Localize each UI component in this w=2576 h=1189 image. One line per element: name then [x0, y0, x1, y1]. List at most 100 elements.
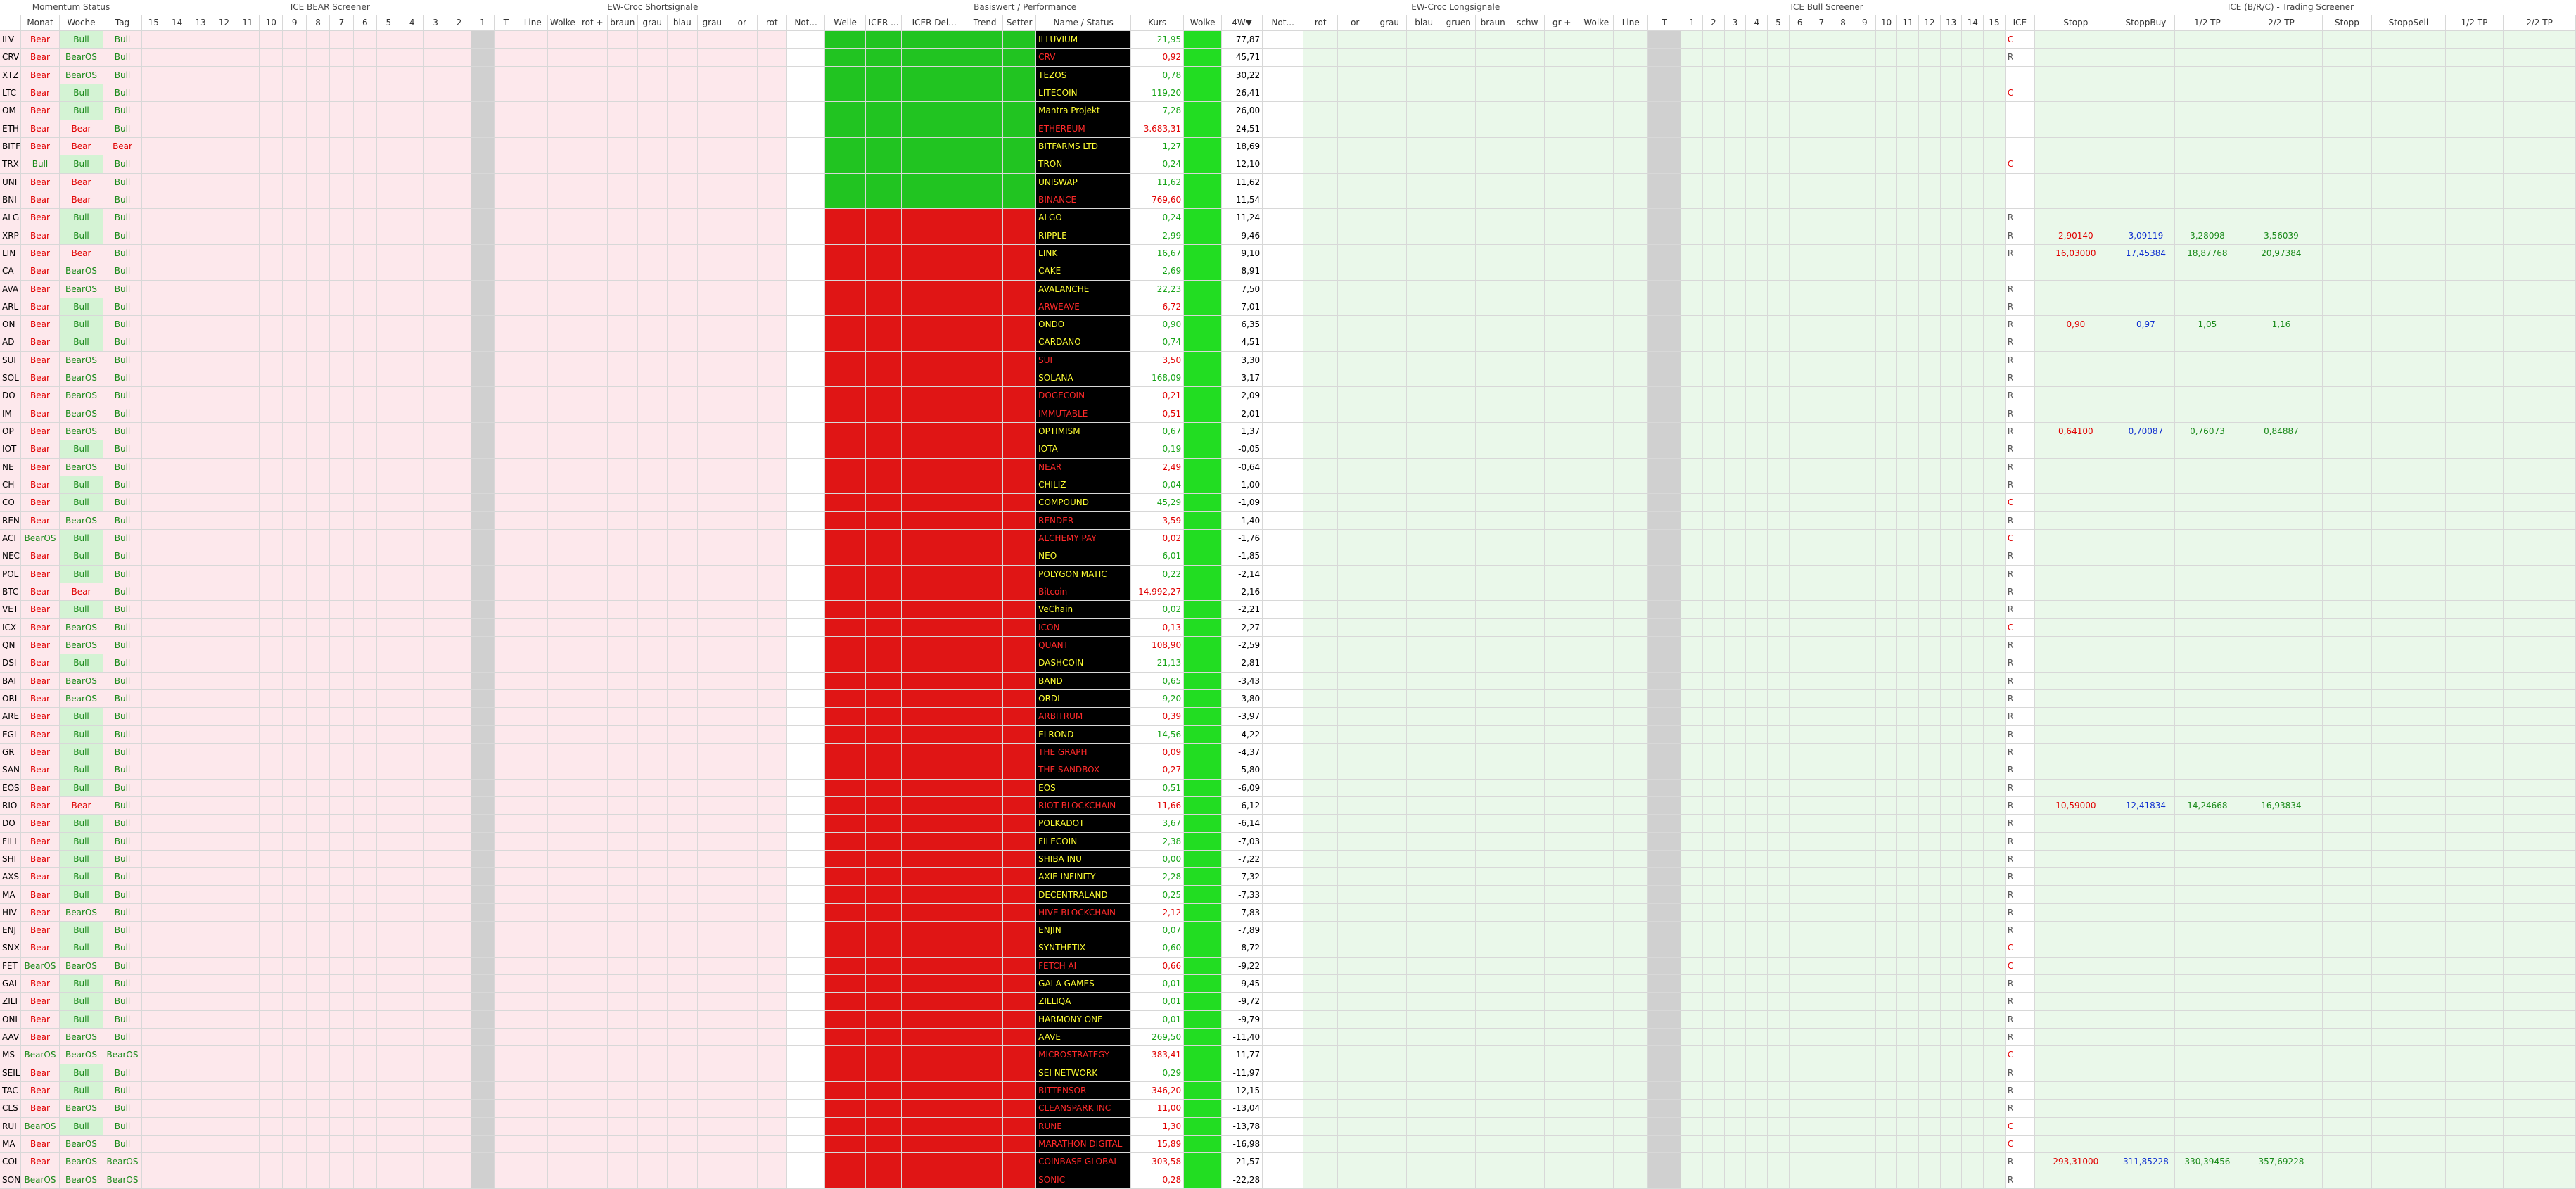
momentum-status: Bull — [60, 1117, 103, 1136]
cell — [400, 405, 424, 424]
cell — [236, 262, 260, 281]
cell — [548, 565, 578, 583]
cell — [306, 1117, 331, 1136]
cell — [2322, 1082, 2372, 1100]
cell — [1984, 440, 2006, 459]
cell — [668, 530, 698, 548]
ice-signal: C — [2005, 530, 2035, 548]
cell — [283, 369, 307, 388]
cell — [1789, 173, 1811, 191]
cell — [2240, 351, 2323, 370]
cell — [471, 333, 495, 352]
cell — [330, 458, 354, 477]
cell — [2117, 779, 2175, 797]
cell — [697, 1136, 728, 1154]
cell — [1263, 1029, 1304, 1047]
cell — [2322, 850, 2372, 869]
momentum-status: Bull — [60, 547, 103, 566]
momentum-status: Bull — [103, 565, 143, 583]
cell — [283, 530, 307, 548]
cell — [1303, 369, 1339, 388]
cell — [1940, 547, 1963, 566]
cell — [1407, 1153, 1442, 1171]
cell — [1897, 333, 1920, 352]
cell — [189, 476, 213, 495]
cell — [330, 1136, 354, 1154]
cell — [377, 1010, 401, 1029]
cell — [608, 316, 638, 334]
cell — [2034, 333, 2117, 352]
cell — [1919, 173, 1941, 191]
cell — [1003, 1100, 1037, 1118]
cell — [2445, 636, 2504, 655]
cell — [1648, 387, 1682, 405]
performance-4w: -1,76 — [1222, 530, 1263, 548]
cell — [1338, 796, 1373, 815]
ticker: AXS — [0, 868, 21, 886]
cell — [189, 405, 213, 424]
cell — [1338, 102, 1373, 120]
cell — [518, 31, 549, 49]
ice-signal: C — [2005, 1136, 2035, 1154]
ice-signal: R — [2005, 351, 2035, 370]
cell — [2322, 1064, 2372, 1083]
cell — [1984, 725, 2006, 744]
column-header: Wolke — [1579, 15, 1614, 31]
cell — [1648, 405, 1682, 424]
cell — [423, 209, 448, 227]
cell — [1184, 1082, 1223, 1100]
cell — [1724, 779, 1747, 797]
cell — [2034, 779, 2117, 797]
cell — [1832, 102, 1854, 120]
cell — [1854, 636, 1876, 655]
cell — [1510, 530, 1545, 548]
cell — [902, 155, 968, 174]
cell — [1407, 405, 1442, 424]
cell — [2371, 708, 2446, 726]
cell — [1875, 796, 1898, 815]
cell — [1338, 423, 1373, 441]
cell — [165, 886, 189, 904]
cell — [1811, 903, 1833, 922]
cell — [330, 939, 354, 958]
cell — [866, 405, 903, 424]
cell — [902, 939, 968, 958]
cell — [2445, 351, 2504, 370]
cell — [787, 49, 826, 67]
asset-name: CARDANO — [1036, 333, 1132, 352]
cell — [260, 815, 283, 833]
cell — [967, 262, 1004, 281]
cell — [727, 975, 758, 993]
cell — [495, 1100, 518, 1118]
cell — [447, 654, 471, 673]
cell — [1746, 173, 1768, 191]
cell — [1476, 280, 1511, 298]
momentum-status: Bear — [21, 922, 60, 940]
cell — [668, 1082, 698, 1100]
cell — [548, 886, 578, 904]
cell — [1372, 244, 1408, 263]
cell — [668, 1010, 698, 1029]
ice-signal: R — [2005, 476, 2035, 495]
cell — [1702, 458, 1725, 477]
cell — [236, 1064, 260, 1083]
cell — [377, 333, 401, 352]
ice-signal: R — [2005, 387, 2035, 405]
cell — [2445, 31, 2504, 49]
momentum-status: Bull — [103, 423, 143, 441]
cell — [637, 387, 668, 405]
cell — [578, 1046, 608, 1064]
column-header: gr + — [1545, 15, 1580, 31]
cell — [1811, 120, 1833, 138]
cell — [1919, 922, 1941, 940]
cell — [1476, 922, 1511, 940]
cell — [1702, 922, 1725, 940]
cell — [1789, 298, 1811, 317]
cell — [1854, 387, 1876, 405]
cell — [306, 423, 331, 441]
cell — [2034, 1046, 2117, 1064]
performance-4w: -2,14 — [1222, 565, 1263, 583]
cell — [471, 476, 495, 495]
cell — [1614, 708, 1649, 726]
cell — [189, 1010, 213, 1029]
